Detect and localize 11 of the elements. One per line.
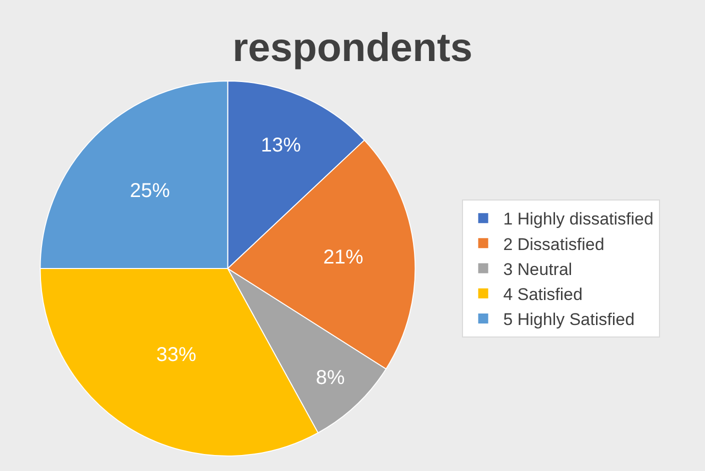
legend-label: 2 Dissatisfied <box>503 234 604 254</box>
chart-title: respondents <box>232 26 473 70</box>
legend-label: 3 Neutral <box>503 260 572 279</box>
data-label: 13% <box>260 134 302 156</box>
legend-label: 1 Highly dissatisfied <box>503 210 654 229</box>
data-label: 8% <box>316 366 346 389</box>
data-label: 21% <box>323 246 364 269</box>
data-label: 33% <box>156 344 197 366</box>
legend-label: 5 Highly Satisfied <box>503 310 635 330</box>
legend-label: 4 Satisfied <box>503 285 583 304</box>
data-label: 25% <box>130 180 170 202</box>
